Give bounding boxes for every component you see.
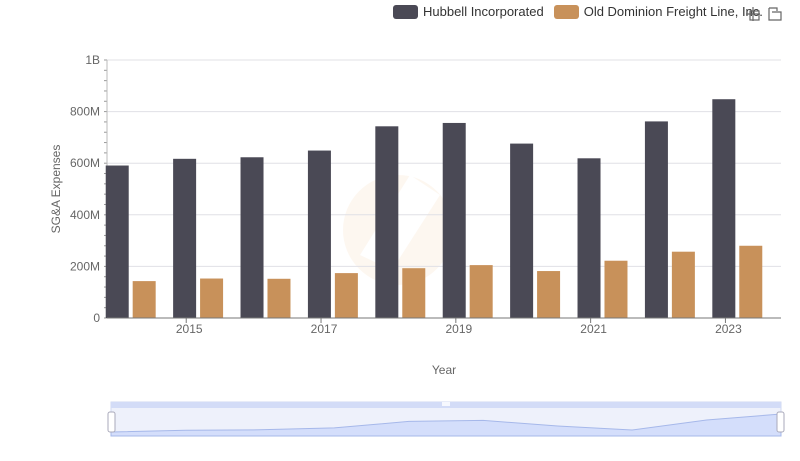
- bars: [105, 99, 763, 319]
- grid-lines: [107, 59, 781, 267]
- bar-old-dominion-2016[interactable]: [267, 278, 291, 318]
- bar-hubbell-2020[interactable]: [510, 143, 534, 318]
- bar-old-dominion-2019[interactable]: [469, 265, 493, 318]
- legend-label-hubbell: Hubbell Incorporated: [423, 4, 544, 19]
- data-zoom-slider[interactable]: [107, 401, 785, 437]
- x-tick-label: 2019: [445, 322, 472, 336]
- y-tick-label: 200M: [70, 259, 100, 273]
- bar-hubbell-2019[interactable]: [442, 122, 466, 319]
- y-tick-label: 0: [93, 311, 100, 325]
- bar-old-dominion-2023[interactable]: [739, 245, 763, 318]
- zoom-handle-left[interactable]: [107, 411, 116, 433]
- bar-old-dominion-2018[interactable]: [402, 268, 426, 318]
- watermark-logo: [343, 175, 453, 285]
- bar-old-dominion-2015[interactable]: [200, 278, 224, 318]
- bar-hubbell-2014[interactable]: [105, 165, 129, 318]
- bar-old-dominion-2017[interactable]: [334, 273, 358, 318]
- y-tick-label: 1B: [85, 53, 100, 67]
- legend-swatch-hubbell: [393, 4, 418, 19]
- bar-hubbell-2016[interactable]: [240, 157, 264, 318]
- x-axis: 2015 2017 2019 2021 2023: [107, 317, 781, 336]
- x-tick-label: 2023: [715, 322, 742, 336]
- bar-hubbell-2022[interactable]: [644, 121, 668, 319]
- zoom-drag-bar[interactable]: [442, 402, 450, 406]
- y-tick-label: 600M: [70, 156, 100, 170]
- legend-label-old-dominion: Old Dominion Freight Line, Inc.: [583, 4, 763, 19]
- bar-hubbell-2018[interactable]: [375, 126, 399, 318]
- restore-icon[interactable]: [767, 6, 783, 22]
- legend-item-hubbell[interactable]: Hubbell Incorporated: [393, 4, 544, 19]
- x-tick-label: 2017: [311, 322, 338, 336]
- bar-old-dominion-2014[interactable]: [132, 281, 156, 318]
- zoom-handle-right[interactable]: [776, 411, 785, 433]
- x-tick-label: 2015: [176, 322, 203, 336]
- bar-hubbell-2021[interactable]: [577, 158, 601, 318]
- y-axis-title: SG&A Expenses: [49, 145, 63, 234]
- bar-hubbell-2023[interactable]: [712, 99, 736, 318]
- bar-old-dominion-2020[interactable]: [537, 271, 561, 318]
- legend: Hubbell Incorporated Old Dominion Freigh…: [393, 4, 773, 19]
- y-axis: 0 200M 400M 600M 800M 1B: [70, 53, 108, 325]
- bar-old-dominion-2022[interactable]: [671, 251, 695, 318]
- crosshair-zoom-icon[interactable]: [745, 6, 761, 22]
- bar-hubbell-2017[interactable]: [307, 150, 331, 318]
- chart-toolbar: [745, 6, 783, 22]
- legend-item-old-dominion[interactable]: Old Dominion Freight Line, Inc.: [553, 4, 763, 19]
- x-tick-label: 2021: [580, 322, 607, 336]
- x-axis-title: Year: [432, 363, 456, 377]
- y-tick-label: 400M: [70, 208, 100, 222]
- legend-swatch-old-dominion: [553, 4, 579, 19]
- bar-hubbell-2015[interactable]: [173, 158, 197, 318]
- y-tick-label: 800M: [70, 105, 100, 119]
- bar-old-dominion-2021[interactable]: [604, 260, 628, 318]
